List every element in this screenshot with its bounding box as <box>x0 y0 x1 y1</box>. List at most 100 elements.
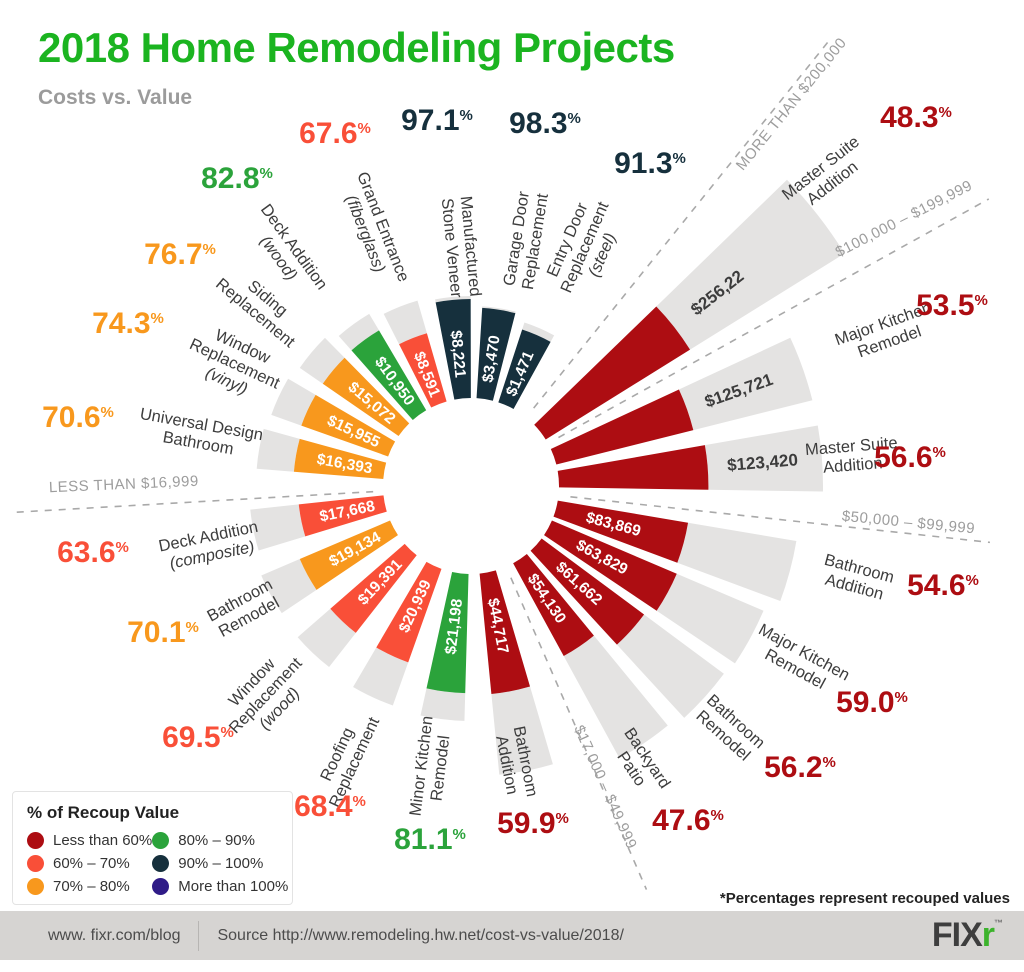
ring-divider-line-1 <box>558 198 990 439</box>
project-pct-label-11: 81.1% <box>394 823 466 856</box>
wedge-remainder-17 <box>271 378 316 426</box>
ring-divider-line-0 <box>533 36 833 409</box>
ring-dividers-layer <box>15 36 991 890</box>
legend-item-less60: Less than 60% <box>27 832 152 849</box>
wedge-cost-label-11: $21,198 <box>442 597 466 655</box>
wedge-20 <box>399 333 447 408</box>
wedge-10 <box>479 570 531 694</box>
wedge-14 <box>299 520 398 590</box>
footer-blog-url: www. fixr.com/blog <box>48 926 181 944</box>
legend-label: 90% – 100% <box>178 855 264 872</box>
wedge-4 <box>550 389 694 465</box>
wedge-19 <box>351 330 427 420</box>
wedge-remainder-2 <box>522 322 555 342</box>
page-subtitle: Costs vs. Value <box>38 86 193 109</box>
ring-label-4: LESS THAN $16,999 <box>49 473 200 497</box>
project-pct-label-4: 53.5% <box>916 289 988 322</box>
ring-divider-line-2 <box>570 496 991 544</box>
wedge-7 <box>544 520 677 611</box>
header: 2018 Home Remodeling Projects Costs vs. … <box>38 24 675 110</box>
page-title: 2018 Home Remodeling Projects <box>38 24 675 71</box>
legend-column-2: 80% – 90% 90% – 100% More than 100% <box>152 832 288 895</box>
fixr-logo: FIX r ™ <box>931 916 1003 955</box>
wedge-remainder-16 <box>256 428 300 472</box>
wedge-8 <box>530 538 645 645</box>
project-pct-label-0: 97.1% <box>401 104 473 137</box>
wedge-remainder-20 <box>383 300 427 345</box>
project-pct-label-8: 56.2% <box>764 751 836 784</box>
wedge-11 <box>426 571 469 694</box>
footer-source: Source http://www.remodeling.hw.net/cost… <box>217 926 624 944</box>
project-name-label-0: ManufacturedStone Veneer <box>438 195 485 299</box>
chart-center-circle <box>383 398 559 574</box>
legend-label: 80% – 90% <box>178 832 255 849</box>
project-name-label-15: Deck Addition(composite) <box>157 518 263 574</box>
project-pct-label-12: 68.4% <box>294 790 366 823</box>
ring-divider-line-3 <box>510 577 648 890</box>
legend-item-p90_100: 90% – 100% <box>152 855 288 872</box>
wedge-remainder-4 <box>678 337 813 431</box>
project-pct-label-15: 63.6% <box>57 536 129 569</box>
legend-swatch-p80_90 <box>152 832 170 849</box>
fixr-logo-trademark: ™ <box>994 918 1003 928</box>
project-pct-label-3: 48.3% <box>880 101 952 134</box>
footer-divider <box>198 920 200 951</box>
wedge-remainder-19 <box>338 313 379 351</box>
footnote: *Percentages represent recouped values <box>719 890 1010 907</box>
project-name-label-11: Minor KitchenRemodel <box>406 715 455 820</box>
wedge-remainder-18 <box>299 337 345 384</box>
wedge-remainder-12 <box>353 647 409 706</box>
legend-label: 70% – 80% <box>53 878 130 895</box>
wedge-remainder-9 <box>563 635 668 759</box>
wedge-cost-label-0: $8,221 <box>447 330 469 379</box>
project-name-label-1: Garage DoorReplacement <box>500 189 552 291</box>
project-name-label-16: Universal DesignBathroom <box>135 405 264 463</box>
wedge-1 <box>476 307 516 401</box>
wedge-3 <box>534 306 691 440</box>
legend-item-more100: More than 100% <box>152 878 288 895</box>
project-pct-label-20: 67.6% <box>299 117 371 150</box>
wedge-remainder-15 <box>250 504 306 551</box>
wedge-remainder-13 <box>297 608 356 667</box>
project-pct-label-9: 47.6% <box>652 804 724 837</box>
fixr-logo-fix: FIX <box>931 916 983 954</box>
wedge-remainder-1 <box>482 306 516 314</box>
ring-divider-line-4 <box>15 490 374 514</box>
legend-swatch-p70_80 <box>27 878 44 895</box>
wedge-remainder-3 <box>656 179 845 350</box>
wedge-remainder-6 <box>677 522 797 602</box>
wedge-12 <box>376 561 442 663</box>
legend-swatch-more100 <box>152 878 170 895</box>
project-name-label-2: Entry DoorReplacement(steel) <box>540 191 630 303</box>
wedge-remainder-8 <box>616 614 724 718</box>
wedge-17 <box>301 394 396 457</box>
project-pct-label-19: 82.8% <box>201 162 273 195</box>
project-pct-label-10: 59.9% <box>497 807 569 840</box>
project-pct-label-14: 70.1% <box>127 616 199 649</box>
legend-title: % of Recoup Value <box>27 803 180 822</box>
wedge-remainder-11 <box>420 688 466 721</box>
project-pct-label-16: 70.6% <box>42 401 114 434</box>
wedge-remainder-0 <box>435 296 471 303</box>
legend-item-p60_70: 60% – 70% <box>27 855 152 872</box>
wedge-remainder-10 <box>491 686 553 775</box>
wedge-5 <box>557 445 709 490</box>
wedge-0 <box>435 298 471 400</box>
legend-label: Less than 60% <box>53 832 153 849</box>
project-name-label-8: BathroomRemodel <box>690 691 768 766</box>
legend-column-1: Less than 60% 60% – 70% 70% – 80% <box>27 832 152 895</box>
wedge-remainder-14 <box>261 559 317 614</box>
legend-item-p70_80: 70% – 80% <box>27 878 152 895</box>
legend-label: 60% – 70% <box>53 855 130 872</box>
wedge-6 <box>553 500 689 563</box>
legend-items: Less than 60% 60% – 70% 70% – 80% 80% – 90%… <box>27 832 288 895</box>
project-pct-label-1: 98.3% <box>509 107 581 140</box>
footer-bar: www. fixr.com/blog Source http://www.rem… <box>0 911 1024 960</box>
wedge-9 <box>513 554 594 657</box>
wedge-2 <box>498 329 551 409</box>
wedge-16 <box>293 438 387 479</box>
legend-label: More than 100% <box>178 878 289 895</box>
wedges-layer <box>250 179 845 775</box>
project-pct-label-13: 69.5% <box>162 721 234 754</box>
